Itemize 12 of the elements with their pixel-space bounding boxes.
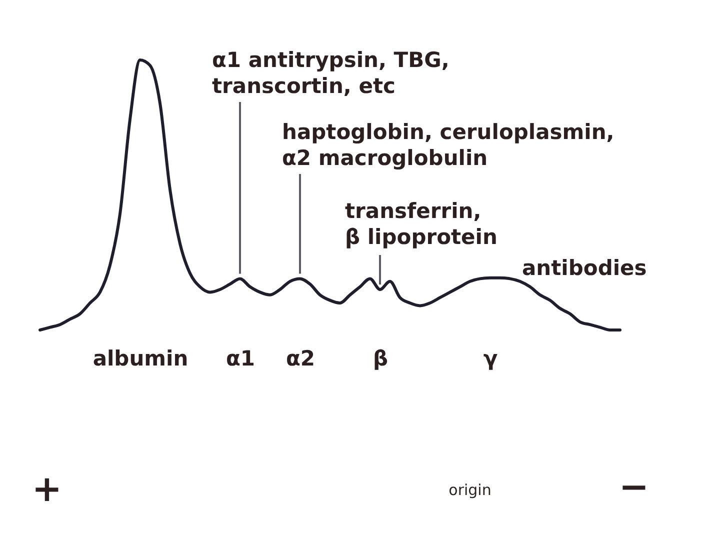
x-tick-label: α2 — [286, 346, 316, 370]
text: origin — [448, 481, 492, 499]
annotation: antibodies — [522, 256, 647, 280]
text: − — [618, 467, 650, 508]
x-tick-label: β — [372, 346, 388, 370]
annotation: haptoglobin, ceruloplasmin, α2 macroglobulin — [282, 120, 614, 170]
x-tick-label: γ — [483, 346, 498, 370]
x-tick-label: α1 — [226, 346, 256, 370]
x-tick-label: albumin — [92, 346, 188, 370]
text: + — [32, 469, 62, 510]
annotation: α1 antitrypsin, TBG, transcortin, etc — [212, 48, 450, 98]
annotation: transferrin, β lipoprotein — [345, 199, 498, 249]
